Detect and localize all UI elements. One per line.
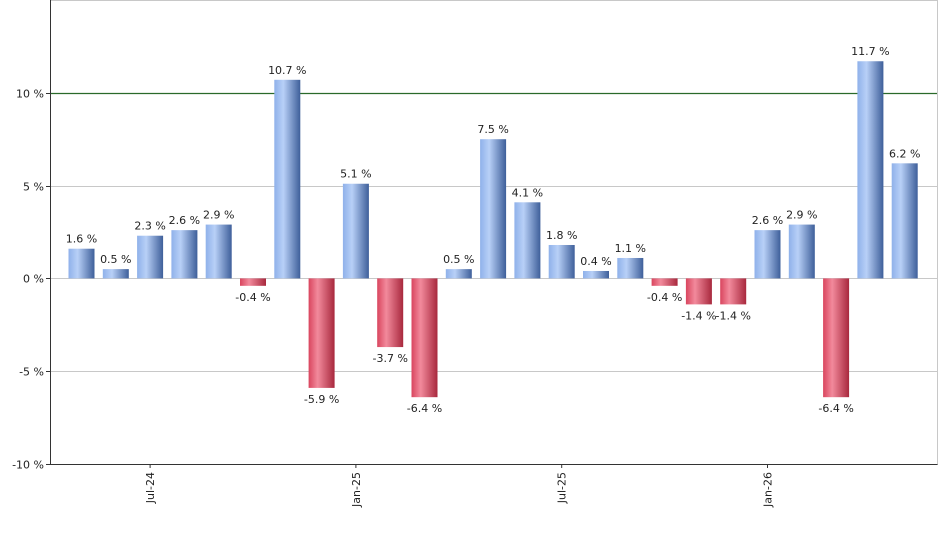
x-tick-label: Jan-26 — [762, 472, 775, 508]
data-label: 4.1 % — [512, 186, 543, 199]
data-label: 2.6 % — [752, 214, 783, 227]
y-tick-label: 5 % — [23, 181, 44, 194]
data-label: 2.9 % — [786, 209, 817, 222]
y-tick-label: -10 % — [12, 459, 44, 472]
data-label: 1.1 % — [615, 242, 646, 255]
bar — [720, 278, 747, 305]
bar — [274, 79, 301, 279]
data-label: 10.7 % — [268, 64, 306, 77]
bar — [788, 224, 815, 279]
bar — [583, 270, 609, 279]
bar — [377, 278, 404, 348]
bar — [480, 139, 507, 279]
bars — [68, 61, 918, 398]
bar — [171, 230, 198, 279]
data-label: -0.4 % — [235, 291, 270, 304]
data-label: 5.1 % — [340, 168, 371, 181]
bar — [137, 235, 164, 279]
data-label: 2.6 % — [169, 214, 200, 227]
bar — [891, 163, 918, 279]
bar — [308, 278, 335, 388]
data-label: -5.9 % — [304, 393, 339, 406]
x-tick-label: Jan-25 — [350, 472, 363, 508]
bar — [548, 244, 575, 279]
data-label: 11.7 % — [851, 45, 889, 58]
data-label: 7.5 % — [477, 123, 508, 136]
data-label: 0.4 % — [580, 255, 611, 268]
data-labels: 1.6 %0.5 %2.3 % 2.6 % 2.9 %-0.4 %10.7 %-5.… — [66, 45, 921, 415]
data-label: -1.4 % — [681, 309, 716, 322]
y-tick-label: 0 % — [23, 273, 44, 286]
bar — [445, 269, 472, 279]
y-tick-label: -5 % — [19, 366, 44, 379]
data-label: -6.4 % — [818, 402, 853, 415]
data-label: -6.4 % — [407, 402, 442, 415]
data-label: 6.2 % — [889, 147, 920, 160]
y-tick-label: 10 % — [16, 88, 44, 101]
bar — [411, 278, 438, 398]
bar — [754, 230, 781, 279]
data-label: 0.5 % — [100, 253, 131, 266]
data-label: 1.6 % — [66, 233, 97, 246]
bar — [823, 278, 850, 398]
data-label: -1.4 % — [715, 309, 750, 322]
bar — [514, 202, 541, 279]
data-label: -0.4 % — [647, 291, 682, 304]
bar — [68, 248, 95, 279]
bar — [240, 278, 266, 286]
data-label: 0.5 % — [443, 253, 474, 266]
bar — [685, 278, 712, 305]
bar — [617, 257, 644, 279]
data-label: -3.7 % — [372, 352, 407, 365]
bar — [102, 269, 129, 279]
data-label: 2.3 % — [134, 220, 165, 233]
data-label: 2.9 % — [203, 209, 234, 222]
x-tick-label: Jul-24 — [144, 472, 157, 504]
data-label: 1.8 % — [546, 229, 577, 242]
bar — [342, 183, 369, 279]
bar — [205, 224, 232, 279]
bar — [651, 278, 678, 286]
x-tick-label: Jul-25 — [556, 472, 569, 504]
axes: -10 % -5 % 0 % 5 % 10 % Jul-24 Jan-25 Jul-25 Jan… — [12, 0, 938, 508]
bar — [857, 61, 884, 279]
